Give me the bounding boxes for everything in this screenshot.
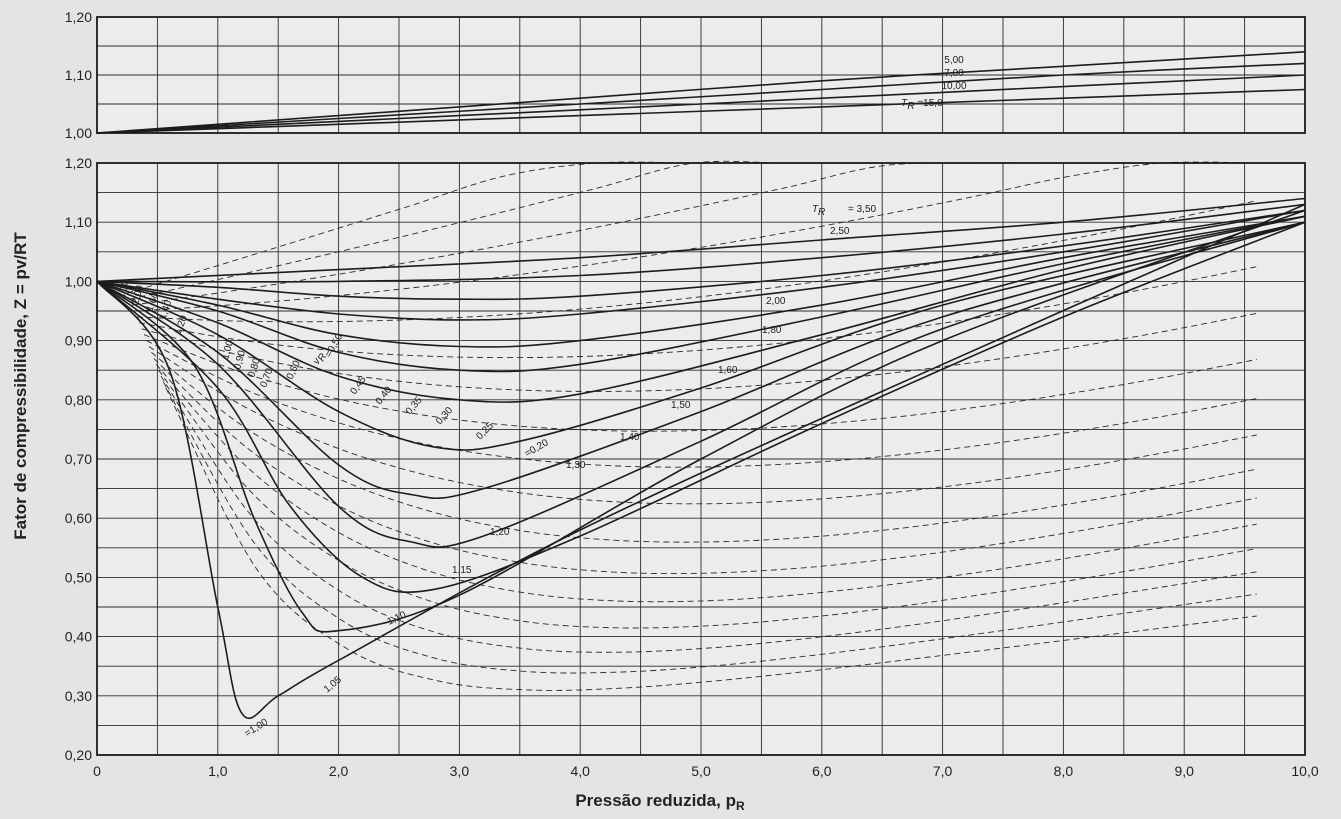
tr-curve-label: 1,60 bbox=[718, 365, 738, 376]
tick-labels: 0 1,0 2,0 3,0 4,0 5,0 6,0 7,0 8,0 9,0 10,0 1,00 1,10… bbox=[65, 9, 1319, 779]
vr-line-9 bbox=[148, 346, 1257, 505]
bottom-y-tick-label: 0,70 bbox=[65, 451, 92, 467]
tr-curve-label: 1,50 bbox=[671, 400, 691, 411]
vr-line-label: 0,90 bbox=[232, 349, 248, 371]
vr-line-5 bbox=[139, 266, 1257, 359]
tr-curve-6 bbox=[96, 215, 1306, 403]
bottom-y-tick-label: 1,10 bbox=[65, 214, 92, 230]
x-tick-label: 0 bbox=[93, 763, 101, 779]
tr-curve-label: 1,80 bbox=[762, 325, 782, 336]
tr-curve-2 bbox=[96, 209, 1306, 301]
vr-line-11 bbox=[153, 358, 1257, 575]
tr-curve-label: 2,50 bbox=[830, 226, 850, 237]
vr-line-7 bbox=[143, 334, 1257, 432]
tr-curve-label: 2,00 bbox=[766, 296, 786, 307]
tr-curve-4 bbox=[96, 215, 1306, 348]
vr-line-15 bbox=[163, 381, 1257, 674]
tr-curve-3 bbox=[96, 209, 1306, 321]
top-panel-frame bbox=[96, 16, 1306, 134]
vr-line-13 bbox=[158, 369, 1257, 629]
top-curve-label: R bbox=[907, 101, 914, 112]
tr-curve-9 bbox=[96, 221, 1306, 548]
x-tick-label: 1,0 bbox=[208, 763, 228, 779]
tr-curve-1 bbox=[96, 203, 1306, 283]
x-tick-label: 4,0 bbox=[570, 763, 590, 779]
top-y-tick-label: 1,00 bbox=[65, 125, 92, 141]
bottom-y-tick-label: 0,20 bbox=[65, 747, 92, 763]
top-curve-label: 10,00 bbox=[941, 81, 966, 92]
tr-curve-label: 1,40 bbox=[620, 432, 640, 443]
top-curve-label: 5,00 bbox=[944, 55, 964, 66]
x-tick-label: 9,0 bbox=[1174, 763, 1194, 779]
bottom-y-tick-label: 0,50 bbox=[65, 569, 92, 585]
tr-curve-11 bbox=[96, 209, 1306, 633]
top-curve-label: 7,00 bbox=[944, 68, 964, 79]
tr-curve-label: 1,20 bbox=[490, 527, 510, 538]
top-y-tick-label: 1,20 bbox=[65, 9, 92, 25]
x-tick-label: 8,0 bbox=[1054, 763, 1074, 779]
bottom-y-tick-label: 0,80 bbox=[65, 392, 92, 408]
bottom-y-tick-label: 0,40 bbox=[65, 629, 92, 645]
grid bbox=[97, 17, 1305, 755]
x-axis-title: Pressão reduzida, pR bbox=[575, 791, 745, 813]
vr-line-4 bbox=[136, 200, 1257, 323]
top-curve-label: =15,0 bbox=[917, 98, 943, 109]
reduced-temperature-curves bbox=[96, 51, 1306, 720]
bottom-y-tick-label: 0,90 bbox=[65, 333, 92, 349]
top-curve-0 bbox=[96, 51, 1306, 134]
bottom-y-tick-label: 0,60 bbox=[65, 510, 92, 526]
tr-curve-label: 1,30 bbox=[566, 460, 586, 471]
vr-line-label: v bbox=[311, 356, 324, 367]
bottom-y-tick-label: 1,00 bbox=[65, 273, 92, 289]
bottom-panel-frame bbox=[96, 162, 1306, 756]
x-tick-label: 6,0 bbox=[812, 763, 832, 779]
vr-line-label: 3,00 bbox=[117, 279, 131, 301]
tr-curve-7 bbox=[96, 221, 1306, 451]
top-curve-3 bbox=[96, 88, 1306, 134]
tr-curve-label: T bbox=[812, 204, 819, 215]
vr-line-10 bbox=[151, 352, 1257, 543]
vr-line-8 bbox=[146, 340, 1257, 468]
x-tick-label: 2,0 bbox=[329, 763, 349, 779]
x-tick-label: 7,0 bbox=[933, 763, 953, 779]
tr-curve-8 bbox=[96, 221, 1306, 500]
vr-line-12 bbox=[155, 364, 1257, 603]
tr-curve-label: = 3,50 bbox=[848, 204, 877, 215]
x-tick-label: 10,0 bbox=[1291, 763, 1318, 779]
tr-curve-label: 1,15 bbox=[452, 565, 472, 576]
tr-curve-5 bbox=[96, 215, 1306, 373]
tr-curve-0 bbox=[96, 197, 1306, 283]
bottom-y-tick-label: 1,20 bbox=[65, 155, 92, 171]
top-curve-label: T bbox=[901, 98, 908, 109]
x-tick-label: 5,0 bbox=[691, 763, 711, 779]
top-curve-1 bbox=[96, 62, 1306, 134]
top-curve-2 bbox=[96, 74, 1306, 134]
y-axis-title: Fator de compressibilidade, Z = pv/RT bbox=[11, 232, 30, 540]
vr-line-label: 2,00 bbox=[130, 284, 146, 306]
vr-line-14 bbox=[160, 375, 1257, 653]
vr-line-3 bbox=[134, 161, 1257, 312]
top-y-tick-label: 1,10 bbox=[65, 67, 92, 83]
tr-curve-12 bbox=[96, 203, 1306, 720]
x-tick-label: 3,0 bbox=[450, 763, 470, 779]
tr-curve-label: R bbox=[818, 207, 825, 218]
vr-line-label: 1,00 bbox=[220, 339, 236, 361]
bottom-y-tick-label: 0,30 bbox=[65, 688, 92, 704]
vr-line-label: R bbox=[316, 352, 329, 364]
